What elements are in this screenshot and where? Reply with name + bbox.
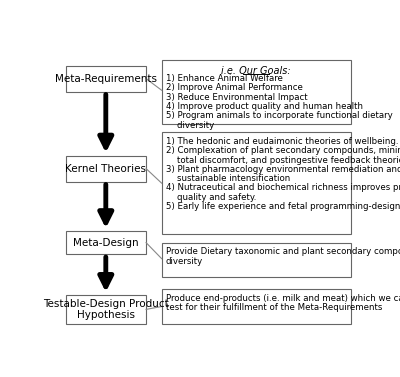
- Text: 3) Reduce Environmental Impact: 3) Reduce Environmental Impact: [166, 93, 307, 102]
- Text: Kernel Theories: Kernel Theories: [65, 164, 146, 174]
- Text: 1) The hedonic and eudaimonic theories of wellbeing.: 1) The hedonic and eudaimonic theories o…: [166, 137, 398, 146]
- FancyBboxPatch shape: [66, 66, 146, 92]
- Text: 4) Nutraceutical and biochemical richness improves product: 4) Nutraceutical and biochemical richnes…: [166, 184, 400, 192]
- Text: sustainable intensification: sustainable intensification: [166, 174, 290, 183]
- FancyBboxPatch shape: [162, 243, 351, 277]
- Text: 2) Complexation of plant secondary compounds, minimal: 2) Complexation of plant secondary compo…: [166, 146, 400, 155]
- Text: Provide Dietary taxonomic and plant secondary compound: Provide Dietary taxonomic and plant seco…: [166, 247, 400, 256]
- Text: Meta-Requirements: Meta-Requirements: [55, 74, 157, 84]
- Text: i.e. Our Goals:: i.e. Our Goals:: [221, 66, 291, 76]
- FancyBboxPatch shape: [162, 60, 351, 124]
- FancyBboxPatch shape: [66, 295, 146, 324]
- FancyBboxPatch shape: [162, 132, 351, 234]
- Text: diversity: diversity: [166, 257, 203, 265]
- Text: test for their fulfillment of the Meta-Requirements: test for their fulfillment of the Meta-R…: [166, 303, 382, 312]
- Text: 1) Enhance Animal Welfare: 1) Enhance Animal Welfare: [166, 74, 282, 83]
- Text: 5) Early life experience and fetal programming-design.: 5) Early life experience and fetal progr…: [166, 202, 400, 211]
- FancyBboxPatch shape: [66, 156, 146, 182]
- Text: Testable-Design Product
Hypothesis: Testable-Design Product Hypothesis: [43, 299, 169, 320]
- Text: 3) Plant pharmacology environmental remediation and: 3) Plant pharmacology environmental reme…: [166, 165, 400, 174]
- Text: Produce end-products (i.e. milk and meat) which we can: Produce end-products (i.e. milk and meat…: [166, 294, 400, 303]
- Text: quality and safety.: quality and safety.: [166, 193, 256, 202]
- Text: 2) Improve Animal Performance: 2) Improve Animal Performance: [166, 83, 302, 92]
- Text: diversity: diversity: [166, 121, 214, 130]
- Text: Meta-Design: Meta-Design: [73, 238, 139, 248]
- Text: 4) Improve product quality and human health: 4) Improve product quality and human hea…: [166, 102, 363, 111]
- Text: 5) Program animals to incorporate functional dietary: 5) Program animals to incorporate functi…: [166, 111, 392, 120]
- FancyBboxPatch shape: [162, 289, 351, 324]
- Text: total discomfort, and postingestive feedback theories.: total discomfort, and postingestive feed…: [166, 156, 400, 164]
- FancyBboxPatch shape: [66, 231, 146, 254]
